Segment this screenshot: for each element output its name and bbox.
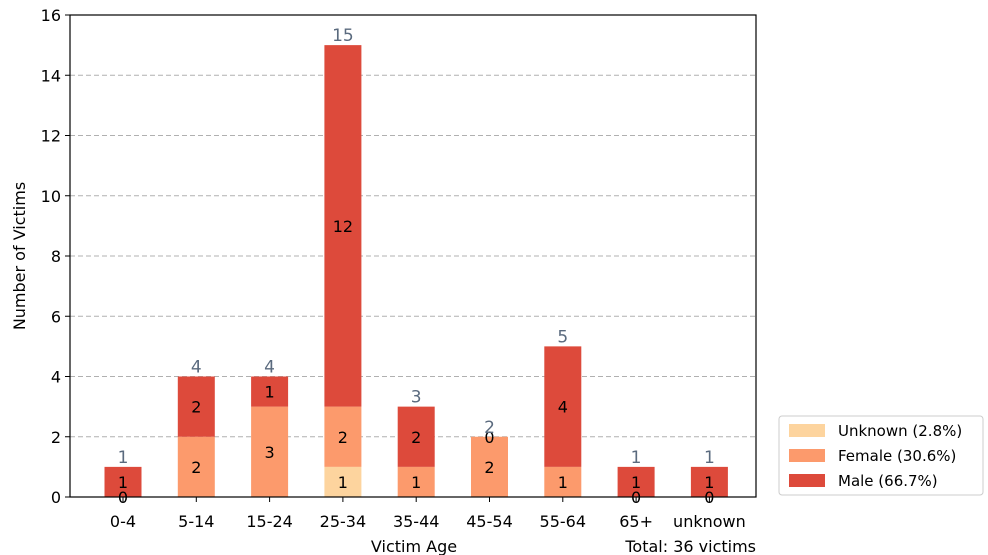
x-tick-label: 35-44 bbox=[393, 512, 440, 531]
bar-segment bbox=[324, 466, 362, 497]
y-tick-label: 12 bbox=[41, 127, 61, 146]
segment-value-label: 1 bbox=[411, 473, 421, 492]
y-tick-label: 4 bbox=[51, 368, 61, 387]
legend-label: Unknown (2.8%) bbox=[838, 422, 962, 440]
bar-segment bbox=[177, 376, 215, 437]
bar-total-label: 1 bbox=[704, 448, 715, 468]
legend-swatch bbox=[789, 449, 825, 462]
y-tick-label: 16 bbox=[41, 6, 61, 25]
legend-swatch bbox=[789, 474, 825, 487]
segment-value-label: 12 bbox=[333, 217, 353, 236]
legend-label: Female (30.6%) bbox=[838, 447, 956, 465]
bar-segment bbox=[397, 406, 435, 467]
grid-lines bbox=[70, 74, 756, 438]
segment-value-label: 1 bbox=[338, 473, 348, 492]
x-tick-label: unknown bbox=[673, 512, 746, 531]
bar-total-label: 3 bbox=[411, 388, 422, 408]
bar-segment bbox=[617, 466, 655, 497]
segment-value-label: 2 bbox=[338, 428, 348, 447]
total-annotation: Total: 36 victims bbox=[624, 537, 756, 555]
x-tick-label: 25-34 bbox=[320, 512, 367, 531]
segment-value-label: 0 bbox=[118, 488, 128, 507]
bar-segment bbox=[690, 466, 728, 497]
bar-total-label: 1 bbox=[631, 448, 642, 468]
bar-segment bbox=[177, 436, 215, 497]
segment-value-label: 0 bbox=[704, 488, 714, 507]
bar-segment bbox=[471, 436, 508, 497]
segment-value-label: 2 bbox=[191, 458, 201, 477]
bar-segment bbox=[104, 466, 142, 497]
y-tick-label: 8 bbox=[51, 247, 61, 266]
legend-box bbox=[778, 415, 984, 496]
bar-total-label: 4 bbox=[264, 358, 275, 378]
segment-value-label: 0 bbox=[484, 428, 494, 447]
y-tick-label: 2 bbox=[51, 428, 61, 447]
bar-segment bbox=[324, 45, 362, 407]
legend-swatch bbox=[789, 424, 825, 437]
bar-total-label: 5 bbox=[557, 327, 568, 347]
legend: Unknown (2.8%) Female (30.6%) Male (66.7%) bbox=[778, 415, 984, 496]
bar-total-label: 2 bbox=[484, 418, 495, 438]
bar-segment bbox=[397, 466, 435, 497]
segment-value-label: 3 bbox=[265, 443, 275, 462]
x-tick-label: 15-24 bbox=[246, 512, 293, 531]
x-tick-label: 55-64 bbox=[540, 512, 587, 531]
segment-value-label: 4 bbox=[558, 398, 568, 417]
y-tick-label: 14 bbox=[41, 66, 61, 85]
x-tick-label: 45-54 bbox=[466, 512, 513, 531]
bar-segment bbox=[324, 406, 362, 467]
bar-segment bbox=[544, 466, 582, 497]
segment-value-label: 1 bbox=[118, 473, 128, 492]
bar-total-label: 4 bbox=[191, 358, 202, 378]
segment-value-label: 1 bbox=[265, 383, 275, 402]
x-tick-label: 0-4 bbox=[110, 512, 136, 531]
x-axis-label: Victim Age bbox=[371, 537, 457, 555]
segment-value-label: 2 bbox=[411, 428, 421, 447]
segment-value-label: 2 bbox=[191, 398, 201, 417]
segment-value-label: 1 bbox=[704, 473, 714, 492]
y-tick-label: 6 bbox=[51, 307, 61, 326]
legend-label: Male (66.7%) bbox=[838, 472, 938, 490]
y-tick-label: 0 bbox=[51, 488, 61, 507]
bar-segment bbox=[251, 376, 289, 407]
x-tick-label: 5-14 bbox=[178, 512, 214, 531]
x-tick-label: 65+ bbox=[619, 512, 653, 531]
y-axis-label: Number of Victims bbox=[10, 182, 29, 330]
segment-value-label: 1 bbox=[558, 473, 568, 492]
segment-value-label: 1 bbox=[631, 473, 641, 492]
y-tick-label: 10 bbox=[41, 187, 61, 206]
segment-value-label: 2 bbox=[484, 458, 494, 477]
bars bbox=[104, 45, 728, 497]
segment-value-label: 0 bbox=[631, 488, 641, 507]
bar-segment bbox=[251, 406, 289, 497]
bar-segment bbox=[544, 346, 582, 467]
bar-total-label: 1 bbox=[118, 448, 129, 468]
legend-items: Unknown (2.8%) Female (30.6%) Male (66.7%) bbox=[789, 422, 962, 490]
bar-total-label: 15 bbox=[332, 26, 354, 46]
